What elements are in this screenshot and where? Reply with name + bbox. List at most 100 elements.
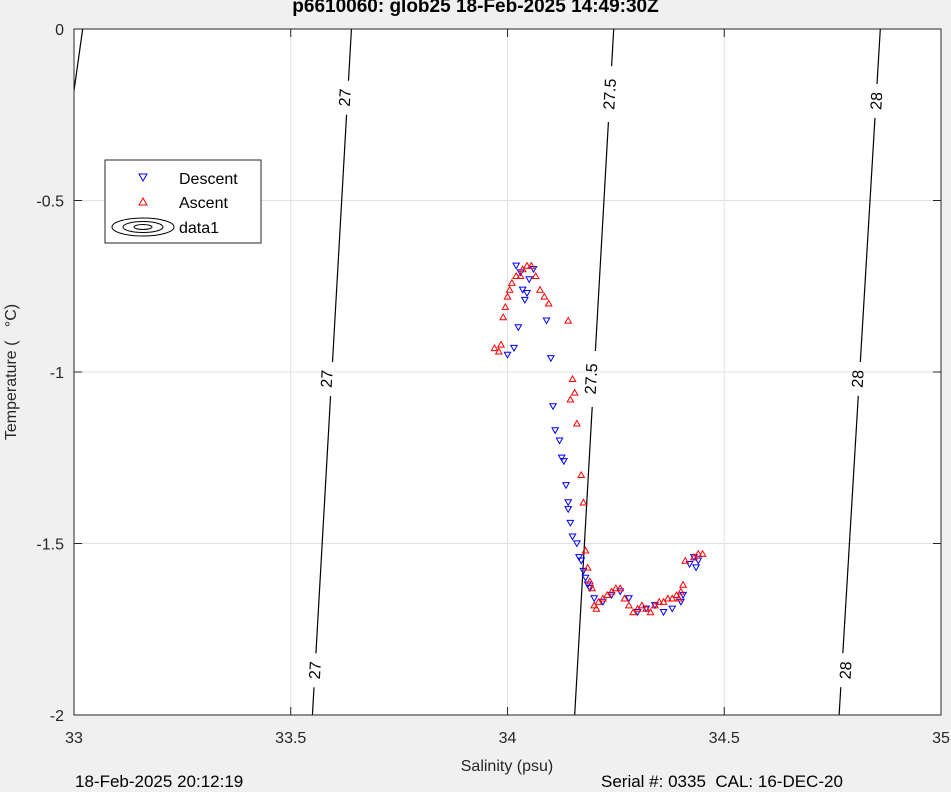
ascent-point <box>494 347 503 355</box>
contour-line <box>876 28 881 85</box>
ascent-point <box>570 388 579 396</box>
ascent-point <box>676 587 685 595</box>
data-series <box>490 261 707 617</box>
ascent-point <box>503 292 512 300</box>
x-tick-label: 35 <box>932 730 950 747</box>
ascent-point <box>646 608 655 616</box>
contour-line <box>331 114 348 363</box>
ascent-point <box>655 597 664 605</box>
descent-point <box>659 609 668 617</box>
descent-point <box>551 427 560 435</box>
descent-point <box>518 286 527 294</box>
ascent-point <box>577 470 586 478</box>
descent-point <box>564 499 573 507</box>
descent-point <box>546 355 555 363</box>
x-tick-label: 33.5 <box>275 730 306 747</box>
descent-point <box>694 557 703 565</box>
ascent-point <box>535 285 545 293</box>
ascent-point <box>518 265 527 273</box>
descent-point <box>520 296 529 304</box>
ascent-point <box>620 594 629 602</box>
ascent-point <box>642 604 651 612</box>
y-axis-label: Temperature ( °C) <box>3 304 20 440</box>
legend-contour-icon <box>111 217 175 237</box>
chart-title: p6610060: glob25 18-Feb-2025 14:49:30Z <box>292 0 659 17</box>
descent-point <box>585 584 594 593</box>
ascent-series <box>490 261 707 616</box>
contour-line <box>315 396 332 654</box>
y-tick-label: 0 <box>55 22 64 39</box>
descent-point <box>607 591 616 599</box>
ascent-point <box>659 597 668 605</box>
legend-contour-label: data1 <box>179 220 219 237</box>
contour-line <box>347 28 353 81</box>
descent-point <box>564 506 573 514</box>
descent-point <box>579 567 588 575</box>
descent-point <box>559 458 568 466</box>
descent-point <box>568 533 577 541</box>
x-tick-label: 34.5 <box>709 730 740 747</box>
descent-point <box>668 605 677 613</box>
descent-point <box>624 595 633 603</box>
descent-point <box>633 609 642 617</box>
descent-point <box>548 403 558 411</box>
descent-point <box>557 454 566 462</box>
ascent-point <box>490 343 499 352</box>
y-tick-label: -1 <box>50 365 64 382</box>
ascent-point <box>668 594 677 602</box>
contour-label: 27.5 <box>601 78 620 110</box>
ascent-point <box>590 601 599 609</box>
ascent-point <box>637 601 646 609</box>
legend-descent-label: Descent <box>179 171 238 188</box>
ascent-point <box>505 285 514 293</box>
descent-point <box>561 482 571 490</box>
x-tick-label: 33 <box>65 730 83 747</box>
legend-ascent-label: Ascent <box>179 195 228 212</box>
descent-point <box>512 262 521 270</box>
ascent-point <box>572 419 581 427</box>
footer-timestamp: 18-Feb-2025 20:12:19 <box>75 772 244 791</box>
contour-label: 27 <box>319 369 337 388</box>
descent-point <box>598 598 607 606</box>
contour-line <box>610 28 615 67</box>
ascent-point <box>629 608 638 616</box>
descent-point <box>509 344 519 352</box>
density-contours: 27 27 27 27.5 27.5 28 28 28 <box>73 28 886 716</box>
ascent-point <box>674 594 683 602</box>
ascent-point <box>694 549 703 557</box>
ascent-point <box>603 590 612 599</box>
ascent-point <box>566 395 575 403</box>
ascent-point <box>501 302 510 310</box>
descent-point <box>566 519 575 527</box>
descent-point <box>581 574 590 582</box>
ascent-point <box>689 553 698 561</box>
ascent-point <box>594 597 603 605</box>
ascent-point <box>522 261 532 269</box>
descent-point <box>522 290 532 298</box>
contour-label: 28 <box>868 92 886 111</box>
ascent-point <box>698 549 707 557</box>
contour-line <box>594 122 610 352</box>
descent-point <box>574 554 584 562</box>
descent-series <box>503 262 703 617</box>
contour-label: 27 <box>307 661 325 680</box>
ascent-point <box>568 374 577 382</box>
ascent-point <box>633 604 642 612</box>
ascent-point <box>624 601 633 609</box>
ascent-point <box>587 584 597 592</box>
ascent-point <box>583 563 592 571</box>
contour-line <box>574 406 593 716</box>
ascent-point <box>585 577 594 585</box>
y-axis-ticks: 0 -0.5 -1 -1.5 -2 <box>36 22 941 725</box>
ascent-point <box>616 584 625 592</box>
contour-label: 27 <box>337 88 355 107</box>
ascent-point <box>531 271 540 280</box>
ascent-point <box>579 498 588 506</box>
contour-line <box>311 687 315 716</box>
ascent-point <box>499 313 508 321</box>
legend: Descent Ascent data1 <box>104 159 262 244</box>
descent-point <box>590 595 599 603</box>
legend-ascent-marker <box>138 196 148 206</box>
descent-point <box>685 560 694 569</box>
